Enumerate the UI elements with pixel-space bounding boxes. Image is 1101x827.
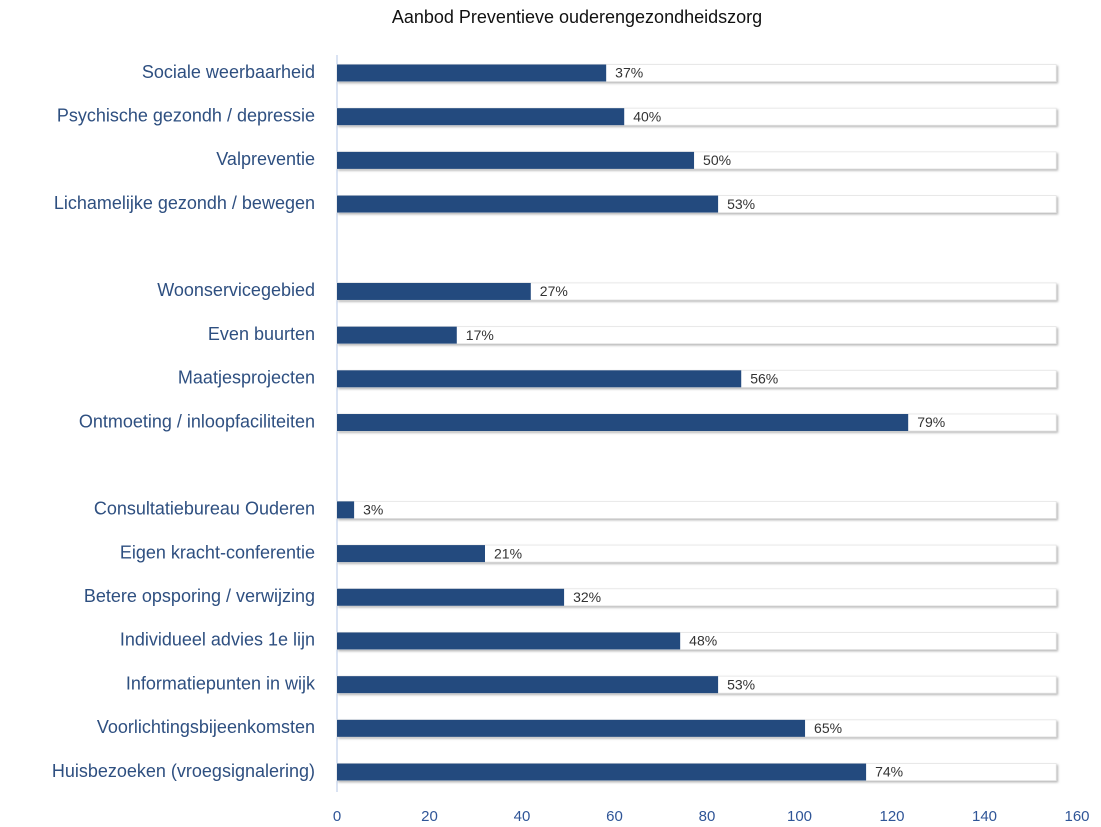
bar [337,151,695,169]
data-label: 37% [615,65,643,81]
data-label: 74% [875,764,903,780]
bar [337,414,909,432]
x-tick-label: 140 [972,808,997,825]
bar [337,370,742,388]
x-tick-label: 160 [1064,808,1089,825]
bar [337,195,719,213]
data-label: 65% [814,720,842,736]
data-label: 79% [917,414,945,430]
bar [337,763,867,781]
category-label: Even buurten [208,324,315,344]
x-tick-label: 20 [421,808,438,825]
bar [337,719,806,737]
data-label: 27% [540,283,568,299]
bar [337,326,457,344]
data-label: 3% [363,502,383,518]
data-label: 50% [703,152,731,168]
data-label: 32% [573,589,601,605]
data-label: 40% [633,108,661,124]
x-tick-label: 80 [699,808,716,825]
category-label: Huisbezoeken (vroegsignalering) [52,761,315,781]
bar [337,545,485,563]
category-label: Psychische gezondh / depressie [57,105,315,125]
category-label: Maatjesprojecten [178,368,315,388]
background-bar [336,500,1057,519]
x-tick-label: 0 [333,808,341,825]
x-tick-label: 40 [514,808,531,825]
category-label: Betere opsporing / verwijzing [84,586,315,606]
category-label: Eigen kracht-conferentie [120,542,315,562]
data-label: 53% [727,676,755,692]
bar [337,676,719,694]
x-tick-label: 120 [879,808,904,825]
data-label: 53% [727,196,755,212]
category-label: Lichamelijke gezondh / bewegen [54,193,315,213]
bar [337,632,681,650]
data-label: 48% [689,633,717,649]
category-label: Valpreventie [216,149,315,169]
bar [337,282,531,300]
category-label: Woonservicegebied [157,280,315,300]
bar [337,588,565,606]
category-label: Voorlichtingsbijeenkomsten [97,717,315,737]
bar [337,501,355,519]
bar [337,64,607,82]
chart-title: Aanbod Preventieve ouderengezondheidszor… [392,7,762,27]
category-label: Individueel advies 1e lijn [120,630,315,650]
x-tick-label: 60 [606,808,623,825]
data-label: 56% [750,371,778,387]
x-tick-label: 100 [787,808,812,825]
data-label: 21% [494,545,522,561]
category-label: Informatiepunten in wijk [126,673,316,693]
category-label: Consultatiebureau Ouderen [94,499,315,519]
category-label: Sociale weerbaarheid [142,62,315,82]
data-label: 17% [466,327,494,343]
bar [337,108,625,126]
category-label: Ontmoeting / inloopfaciliteiten [79,411,315,431]
